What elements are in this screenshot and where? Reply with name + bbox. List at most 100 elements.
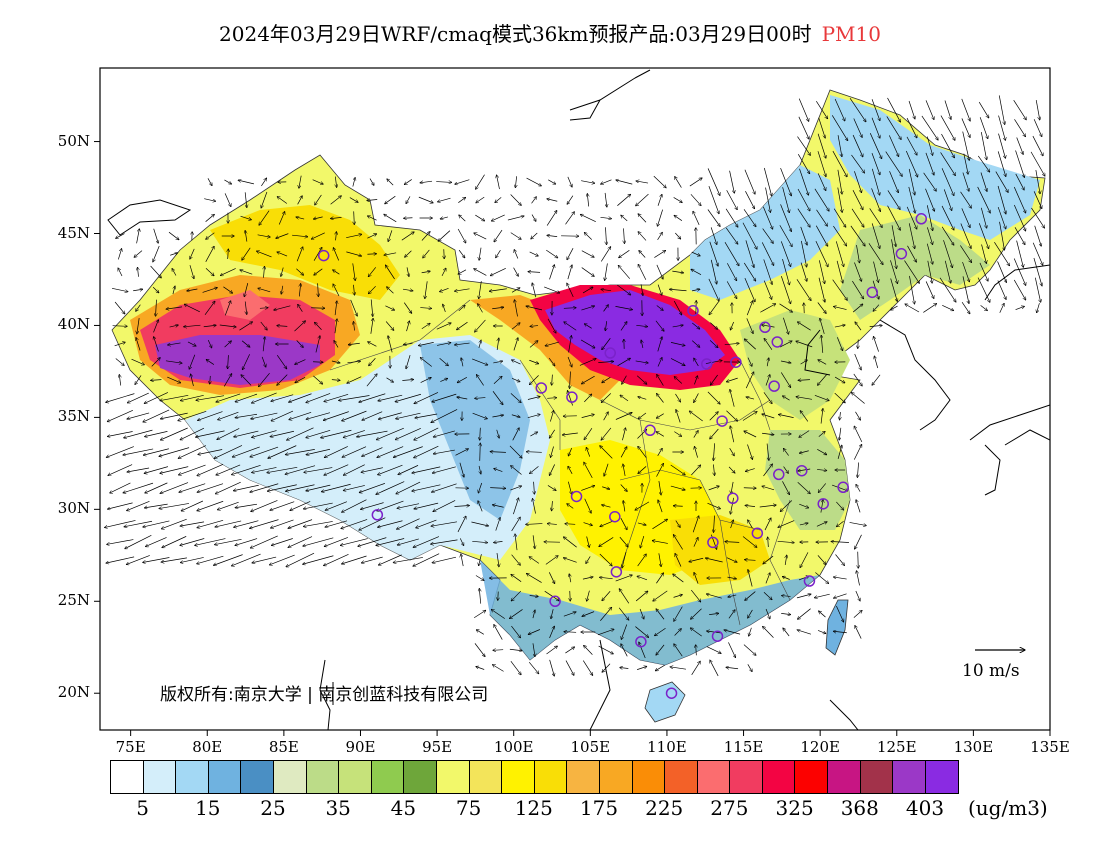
- wind-arrow: [251, 392, 277, 403]
- wind-arrow: [431, 521, 458, 526]
- wind-arrow: [496, 429, 500, 438]
- wind-arrow: [780, 276, 790, 304]
- wind-arrow: [431, 539, 458, 544]
- wind-arrow: [507, 216, 524, 221]
- wind-arrow: [549, 265, 555, 280]
- wind-arrow: [1033, 119, 1042, 136]
- legend-swatch: [893, 761, 926, 793]
- wind-arrow: [579, 359, 596, 366]
- wind-arrow: [604, 463, 609, 476]
- wind-arrow: [184, 325, 201, 327]
- wind-arrow: [299, 175, 302, 189]
- wind-arrow: [491, 609, 505, 619]
- wind-arrow: [251, 430, 277, 438]
- wind-arrow: [406, 196, 411, 203]
- wind-arrow: [454, 505, 469, 506]
- wind-arrow: [474, 643, 485, 656]
- wind-arrow: [568, 447, 573, 456]
- wind-arrow: [670, 485, 685, 490]
- wind-arrow: [783, 317, 788, 335]
- wind-arrow: [783, 628, 790, 637]
- wind-arrow: [271, 394, 294, 402]
- wind-arrow: [127, 412, 150, 419]
- wind-arrow: [796, 594, 811, 599]
- wind-arrow: [782, 258, 789, 285]
- wind-arrow: [346, 251, 361, 256]
- wind-arrow: [657, 374, 664, 386]
- wind-arrow: [672, 325, 684, 327]
- wind-arrow: [387, 287, 394, 294]
- wind-arrow: [547, 235, 558, 236]
- wind-arrow: [656, 463, 663, 477]
- wind-arrow: [270, 430, 295, 436]
- wind-arrow: [413, 553, 440, 567]
- wind-arrow: [656, 609, 665, 620]
- map-frame: [99, 67, 1051, 731]
- wind-arrow: [853, 373, 862, 386]
- wind-arrow: [359, 483, 385, 492]
- wind-arrow: [546, 249, 558, 258]
- wind-arrow: [728, 466, 735, 473]
- city-marker: [771, 336, 784, 348]
- wind-arrow: [763, 464, 772, 477]
- wind-arrow: [359, 393, 386, 403]
- wind-arrow: [496, 249, 501, 258]
- wind-arrow: [168, 231, 179, 240]
- lon-label: 85E: [268, 738, 299, 756]
- wind-arrow: [217, 428, 240, 439]
- legend-swatch: [404, 761, 437, 793]
- wind-arrow: [179, 483, 206, 493]
- wind-arrow: [689, 557, 704, 561]
- wind-arrow: [689, 411, 703, 422]
- wind-arrow: [478, 304, 483, 313]
- wind-arrow: [670, 358, 685, 365]
- wind-arrow: [569, 574, 571, 583]
- wind-arrow: [890, 260, 897, 283]
- wind-arrow: [783, 448, 789, 456]
- wind-arrow: [547, 318, 556, 333]
- wind-arrow: [639, 250, 646, 258]
- wind-arrow: [782, 187, 790, 213]
- wind-arrow: [598, 645, 614, 654]
- legend-label: 75: [455, 796, 482, 820]
- wind-arrow: [178, 464, 206, 475]
- wind-arrow: [818, 483, 827, 492]
- wind-arrow: [762, 486, 775, 491]
- wind-arrow: [567, 195, 574, 205]
- wind-arrow: [709, 340, 718, 347]
- wind-arrow: [584, 232, 593, 240]
- wind-arrow: [615, 412, 632, 420]
- wind-arrow: [231, 464, 261, 474]
- wind-arrow: [563, 308, 576, 309]
- wind-arrow: [1034, 277, 1040, 303]
- wind-arrow: [204, 198, 216, 202]
- wind-arrow: [587, 590, 590, 602]
- wind-arrow: [814, 188, 829, 211]
- wind-vectors: [105, 95, 1045, 676]
- wind-arrow: [800, 262, 807, 282]
- wind-arrow: [818, 431, 825, 437]
- wind-arrow: [384, 214, 397, 223]
- wind-arrow: [296, 268, 303, 276]
- wind-arrow: [267, 484, 297, 492]
- wind-arrow: [263, 337, 265, 352]
- wind-arrow: [871, 99, 880, 121]
- wind-arrow: [264, 266, 265, 278]
- wind-arrow: [1032, 135, 1043, 156]
- wind-arrow: [605, 263, 608, 280]
- wind-arrow: [637, 576, 648, 581]
- wind-arrow: [325, 520, 348, 527]
- wind-arrow: [675, 520, 680, 528]
- wind-arrow: [479, 588, 480, 604]
- wind-arrow: [346, 234, 362, 239]
- wind-arrow: [565, 524, 576, 525]
- title-pollutant: PM10: [821, 22, 881, 46]
- wind-arrow: [276, 354, 287, 369]
- wind-arrow: [493, 361, 502, 363]
- wind-arrow: [689, 178, 702, 187]
- wind-arrow: [834, 98, 845, 121]
- wind-arrow: [166, 306, 183, 309]
- wind-arrow: [746, 301, 753, 316]
- wind-arrow: [586, 556, 591, 563]
- wind-arrow: [692, 516, 699, 533]
